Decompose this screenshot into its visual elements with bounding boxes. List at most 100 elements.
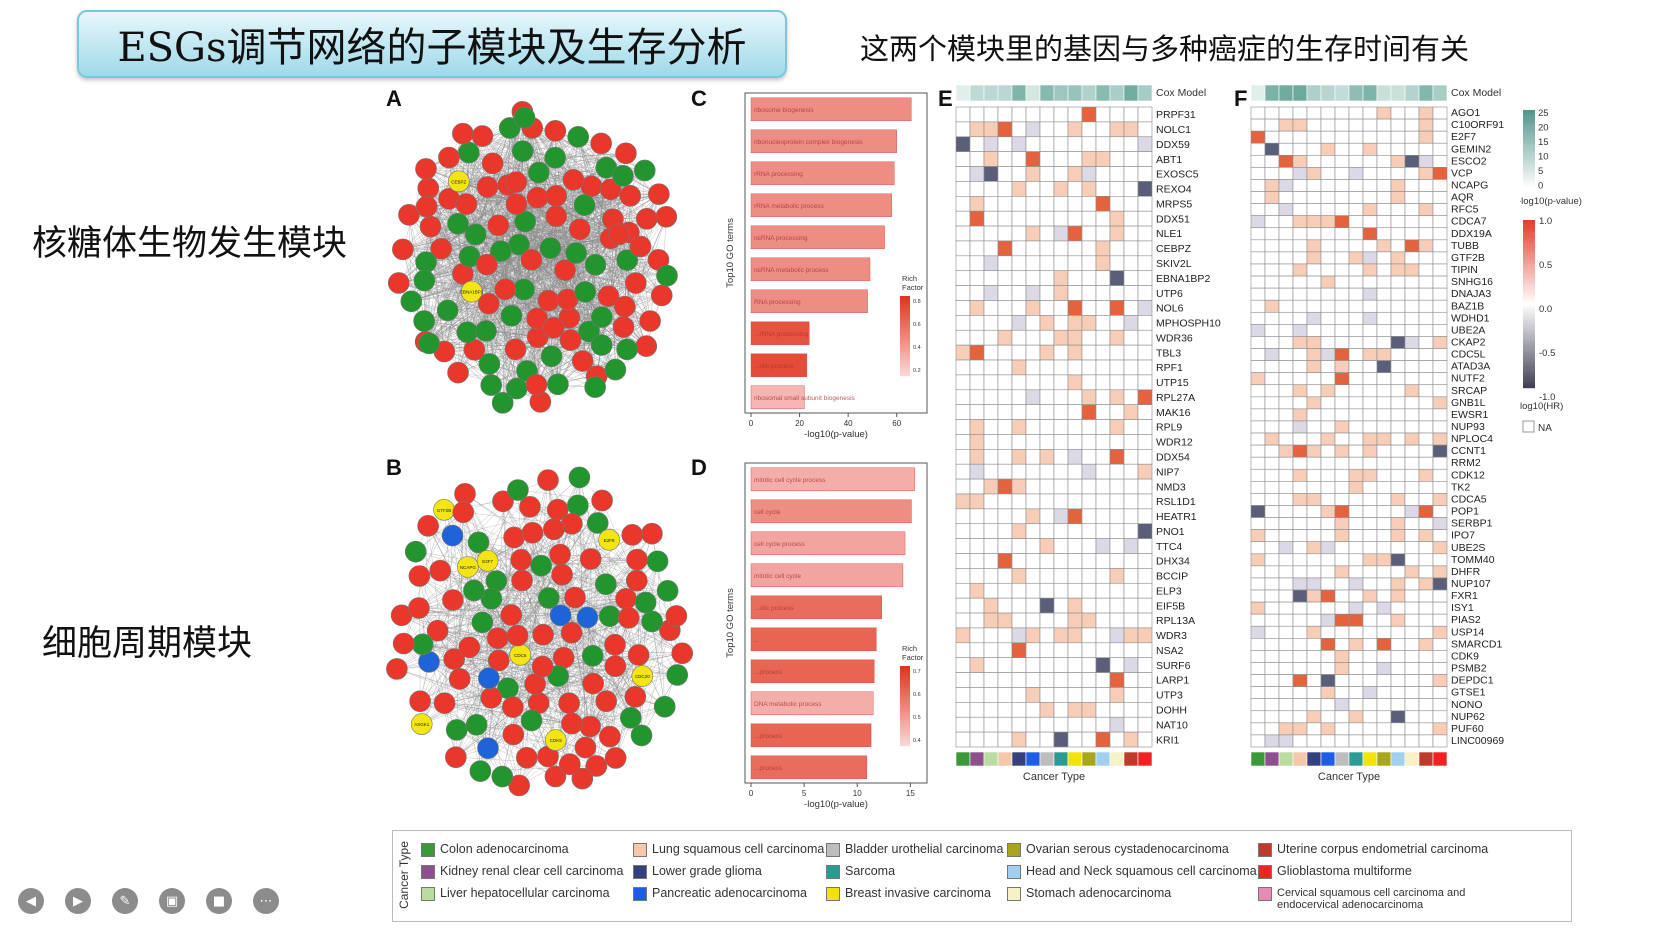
legend-label: Breast invasive carcinoma	[845, 886, 991, 900]
heatmap-row: RSL1D1	[955, 493, 1196, 510]
node-label: CEBPZ	[451, 179, 466, 184]
network-node	[491, 392, 514, 414]
bar-label: ribonucleoprotein complex biogenesis	[754, 139, 864, 146]
network-node	[526, 186, 549, 209]
heatmap-row: RPL27A	[955, 389, 1195, 405]
cancer-type-cell	[1011, 751, 1027, 767]
row-label: KRI1	[1156, 734, 1180, 746]
x-axis-label: Cancer Type	[1318, 771, 1380, 783]
legend-title-text: Cancer Type	[397, 841, 411, 909]
row-label: RFC5	[1451, 204, 1479, 216]
row-label: POP1	[1451, 506, 1479, 518]
legend-swatch	[1258, 887, 1272, 901]
network-node	[579, 715, 601, 738]
row-label: SKIV2L	[1156, 258, 1192, 270]
bar: mitotic cell cycle	[750, 563, 904, 588]
screenshot-icon[interactable]: ▣	[159, 888, 185, 914]
heatmap-row: NUP107	[1250, 577, 1491, 591]
network-node	[392, 238, 414, 261]
network-node	[429, 559, 452, 582]
colorbar-title: Factor	[902, 653, 924, 662]
row-label: WDR3	[1156, 630, 1187, 642]
camera-icon[interactable]: ■	[206, 888, 232, 914]
row-label: VCP	[1451, 167, 1473, 179]
network-node	[415, 158, 437, 180]
bar: cell cycle process	[750, 531, 906, 556]
network-node	[520, 709, 543, 732]
bar: ...	[750, 627, 877, 652]
network-node	[549, 543, 571, 566]
network-cell-cycle-module: NCAPG CDC6 GTF2B CDC20 CDK5 ASGK1 E2F7 E2F8	[386, 466, 694, 797]
network-node	[614, 295, 636, 318]
heatmap-row: UTP3	[955, 687, 1183, 703]
network-node	[627, 644, 650, 666]
network-node	[648, 183, 670, 205]
row-label: UBE2A	[1451, 324, 1485, 336]
heatmap-row: RRM2	[1250, 456, 1481, 470]
row-label: CDCA7	[1451, 216, 1487, 228]
network-node	[477, 292, 500, 315]
panel-letter-d: D	[691, 455, 707, 480]
network-node	[433, 692, 456, 714]
row-label: GNB1L	[1451, 397, 1486, 409]
x-axis-label: Cancer Type	[1023, 771, 1085, 783]
network-node: CEBPZ	[447, 170, 470, 193]
prev-icon[interactable]: ◀	[18, 888, 44, 914]
heatmap-row: SKIV2L	[955, 255, 1192, 272]
row-label: TBL3	[1156, 347, 1181, 359]
row-label: RPL27A	[1156, 392, 1195, 404]
cancer-type-cell	[1432, 751, 1448, 767]
legend-item: Sarcoma	[826, 865, 895, 879]
heatmap-row: FXR1	[1250, 589, 1478, 603]
heatmap-row: EXOSC5	[955, 166, 1199, 182]
row-label: CEBPZ	[1156, 243, 1192, 255]
x-tick-label: 15	[906, 789, 915, 798]
pvalue-tick: 25	[1538, 108, 1549, 119]
network-node	[506, 624, 529, 647]
row-label: REXO4	[1156, 184, 1192, 196]
cox-model-row	[1250, 85, 1448, 102]
heatmap-row: UBE2S	[1250, 541, 1485, 555]
network-node	[458, 141, 480, 164]
pen-icon[interactable]: ✎	[112, 888, 138, 914]
bar-label: ...olic process	[754, 363, 794, 370]
more-icon[interactable]: ⋯	[253, 888, 279, 914]
heatmap-row: LINC00969	[1250, 734, 1504, 748]
cancer-type-cell	[1081, 751, 1097, 767]
heatmap-row: BCCIP	[955, 568, 1188, 584]
network-node	[537, 469, 559, 491]
heatmap-row: DNAJA3	[1250, 287, 1491, 301]
network-node	[492, 490, 514, 513]
row-label: DNAJA3	[1451, 288, 1491, 300]
bar-label: mitotic cell cycle	[754, 573, 801, 580]
heatmap-row: NIP7	[955, 463, 1180, 480]
bar: ncRNA processing	[750, 225, 885, 250]
row-label: BCCIP	[1156, 571, 1188, 583]
network-node	[526, 307, 548, 330]
panel-letter-e: E	[938, 86, 953, 111]
survival-heatmap-f: Cox ModelAGO1C10ORF91E2F7GEMIN2ESCO2VCPN…	[1250, 85, 1504, 783]
heatmap-row: ATAD3A	[1250, 360, 1490, 373]
network-node	[510, 549, 532, 571]
network-node	[582, 672, 604, 695]
hr-tick: -0.5	[1539, 348, 1555, 359]
next-icon[interactable]: ▶	[65, 888, 91, 914]
heatmap-row: UBE2A	[1250, 324, 1485, 337]
heatmap-row: AQR	[1250, 191, 1474, 204]
network-node	[544, 765, 567, 788]
network-node	[463, 579, 485, 602]
network-node	[452, 122, 474, 145]
hr-tick: 0.0	[1539, 304, 1552, 315]
heatmap-row: GTSE1	[1250, 686, 1486, 699]
row-label: DEPDC1	[1451, 675, 1494, 687]
heatmap-row: NUP62	[1250, 710, 1485, 724]
row-label: EBNA1BP2	[1156, 273, 1210, 285]
row-label: UTP15	[1156, 377, 1189, 389]
x-tick-label: 0	[749, 789, 754, 798]
hr-tick: -1.0	[1539, 392, 1555, 403]
row-label: PIAS2	[1451, 614, 1481, 626]
network-node	[568, 218, 591, 241]
network-node	[584, 254, 607, 276]
heatmap-row: PIAS2	[1250, 613, 1481, 627]
network-node	[545, 205, 568, 228]
